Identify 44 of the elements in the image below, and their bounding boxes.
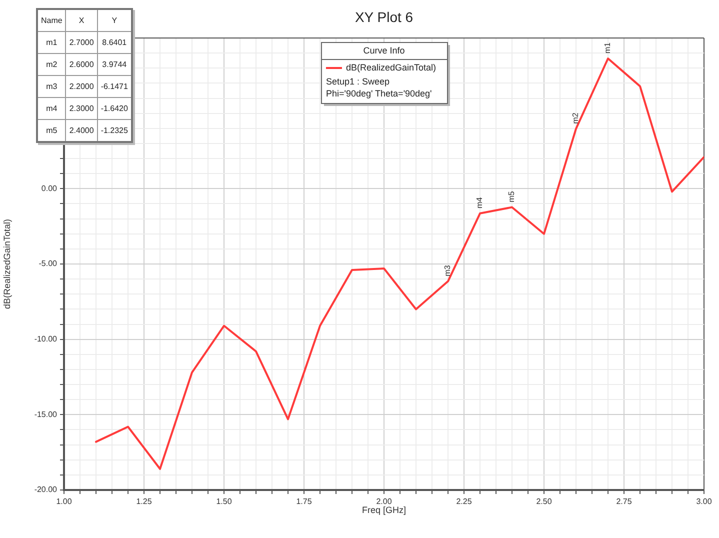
annotation: 2.7000 <box>66 32 98 54</box>
x-tick-label: 2.25 <box>456 497 472 506</box>
text: m3 <box>46 82 58 91</box>
annotation: 3.9744 <box>97 54 132 76</box>
text: Y <box>112 16 118 25</box>
text: m5 <box>46 126 58 135</box>
x-tick-label: 2.00 <box>376 497 392 506</box>
text: Name <box>41 16 62 25</box>
annotation: 8.6401 <box>97 32 132 54</box>
x-tick-label: 1.25 <box>136 497 152 506</box>
annotation: -1.2325 <box>97 120 132 142</box>
annotation: m1 <box>603 42 612 54</box>
chart-title: XY Plot 6 <box>354 8 414 25</box>
y-axis-title: dB(RealizedGainTotal) <box>2 218 12 310</box>
annotation: Phi='90deg' Theta='90deg' <box>326 88 432 98</box>
y-tick-label: -20.00 <box>34 485 58 494</box>
legend-title: Curve Info <box>363 45 405 56</box>
x-axis-title: Freq [GHz] <box>362 505 406 516</box>
x-tick-label: 2.50 <box>536 497 552 506</box>
y-tick-label: -10.00 <box>34 334 58 344</box>
y-tick-label: 0.00 <box>41 184 58 193</box>
annotation: -6.1471 <box>97 76 132 98</box>
x-tick-label: 3.00 <box>696 497 712 506</box>
annotation: Setup1 : Sweep <box>326 76 390 86</box>
y-tick-label: -5.00 <box>38 259 58 268</box>
annotation: m3 <box>443 264 452 276</box>
x-tick-label: 1.00 <box>56 497 72 506</box>
text: m1 <box>46 38 58 47</box>
annotation: 2.3000 <box>66 98 98 120</box>
x-tick-label: 2.75 <box>616 497 632 506</box>
annotation: m5 <box>507 190 516 202</box>
annotation: 2.4000 <box>66 120 98 142</box>
annotation: 2.6000 <box>66 54 98 76</box>
legend-label: dB(RealizedGainTotal) <box>346 62 436 72</box>
annotation: m2 <box>571 112 580 124</box>
x-tick-label: 1.50 <box>216 497 232 506</box>
text: X <box>78 16 84 25</box>
annotation: 2.2000 <box>66 76 98 98</box>
text: m2 <box>46 60 58 69</box>
y-tick-label: -15.00 <box>34 410 58 419</box>
text: m4 <box>46 104 58 113</box>
annotation: -1.6420 <box>97 98 132 120</box>
x-tick-label: 1.75 <box>296 497 312 506</box>
annotation: m4 <box>475 196 484 208</box>
